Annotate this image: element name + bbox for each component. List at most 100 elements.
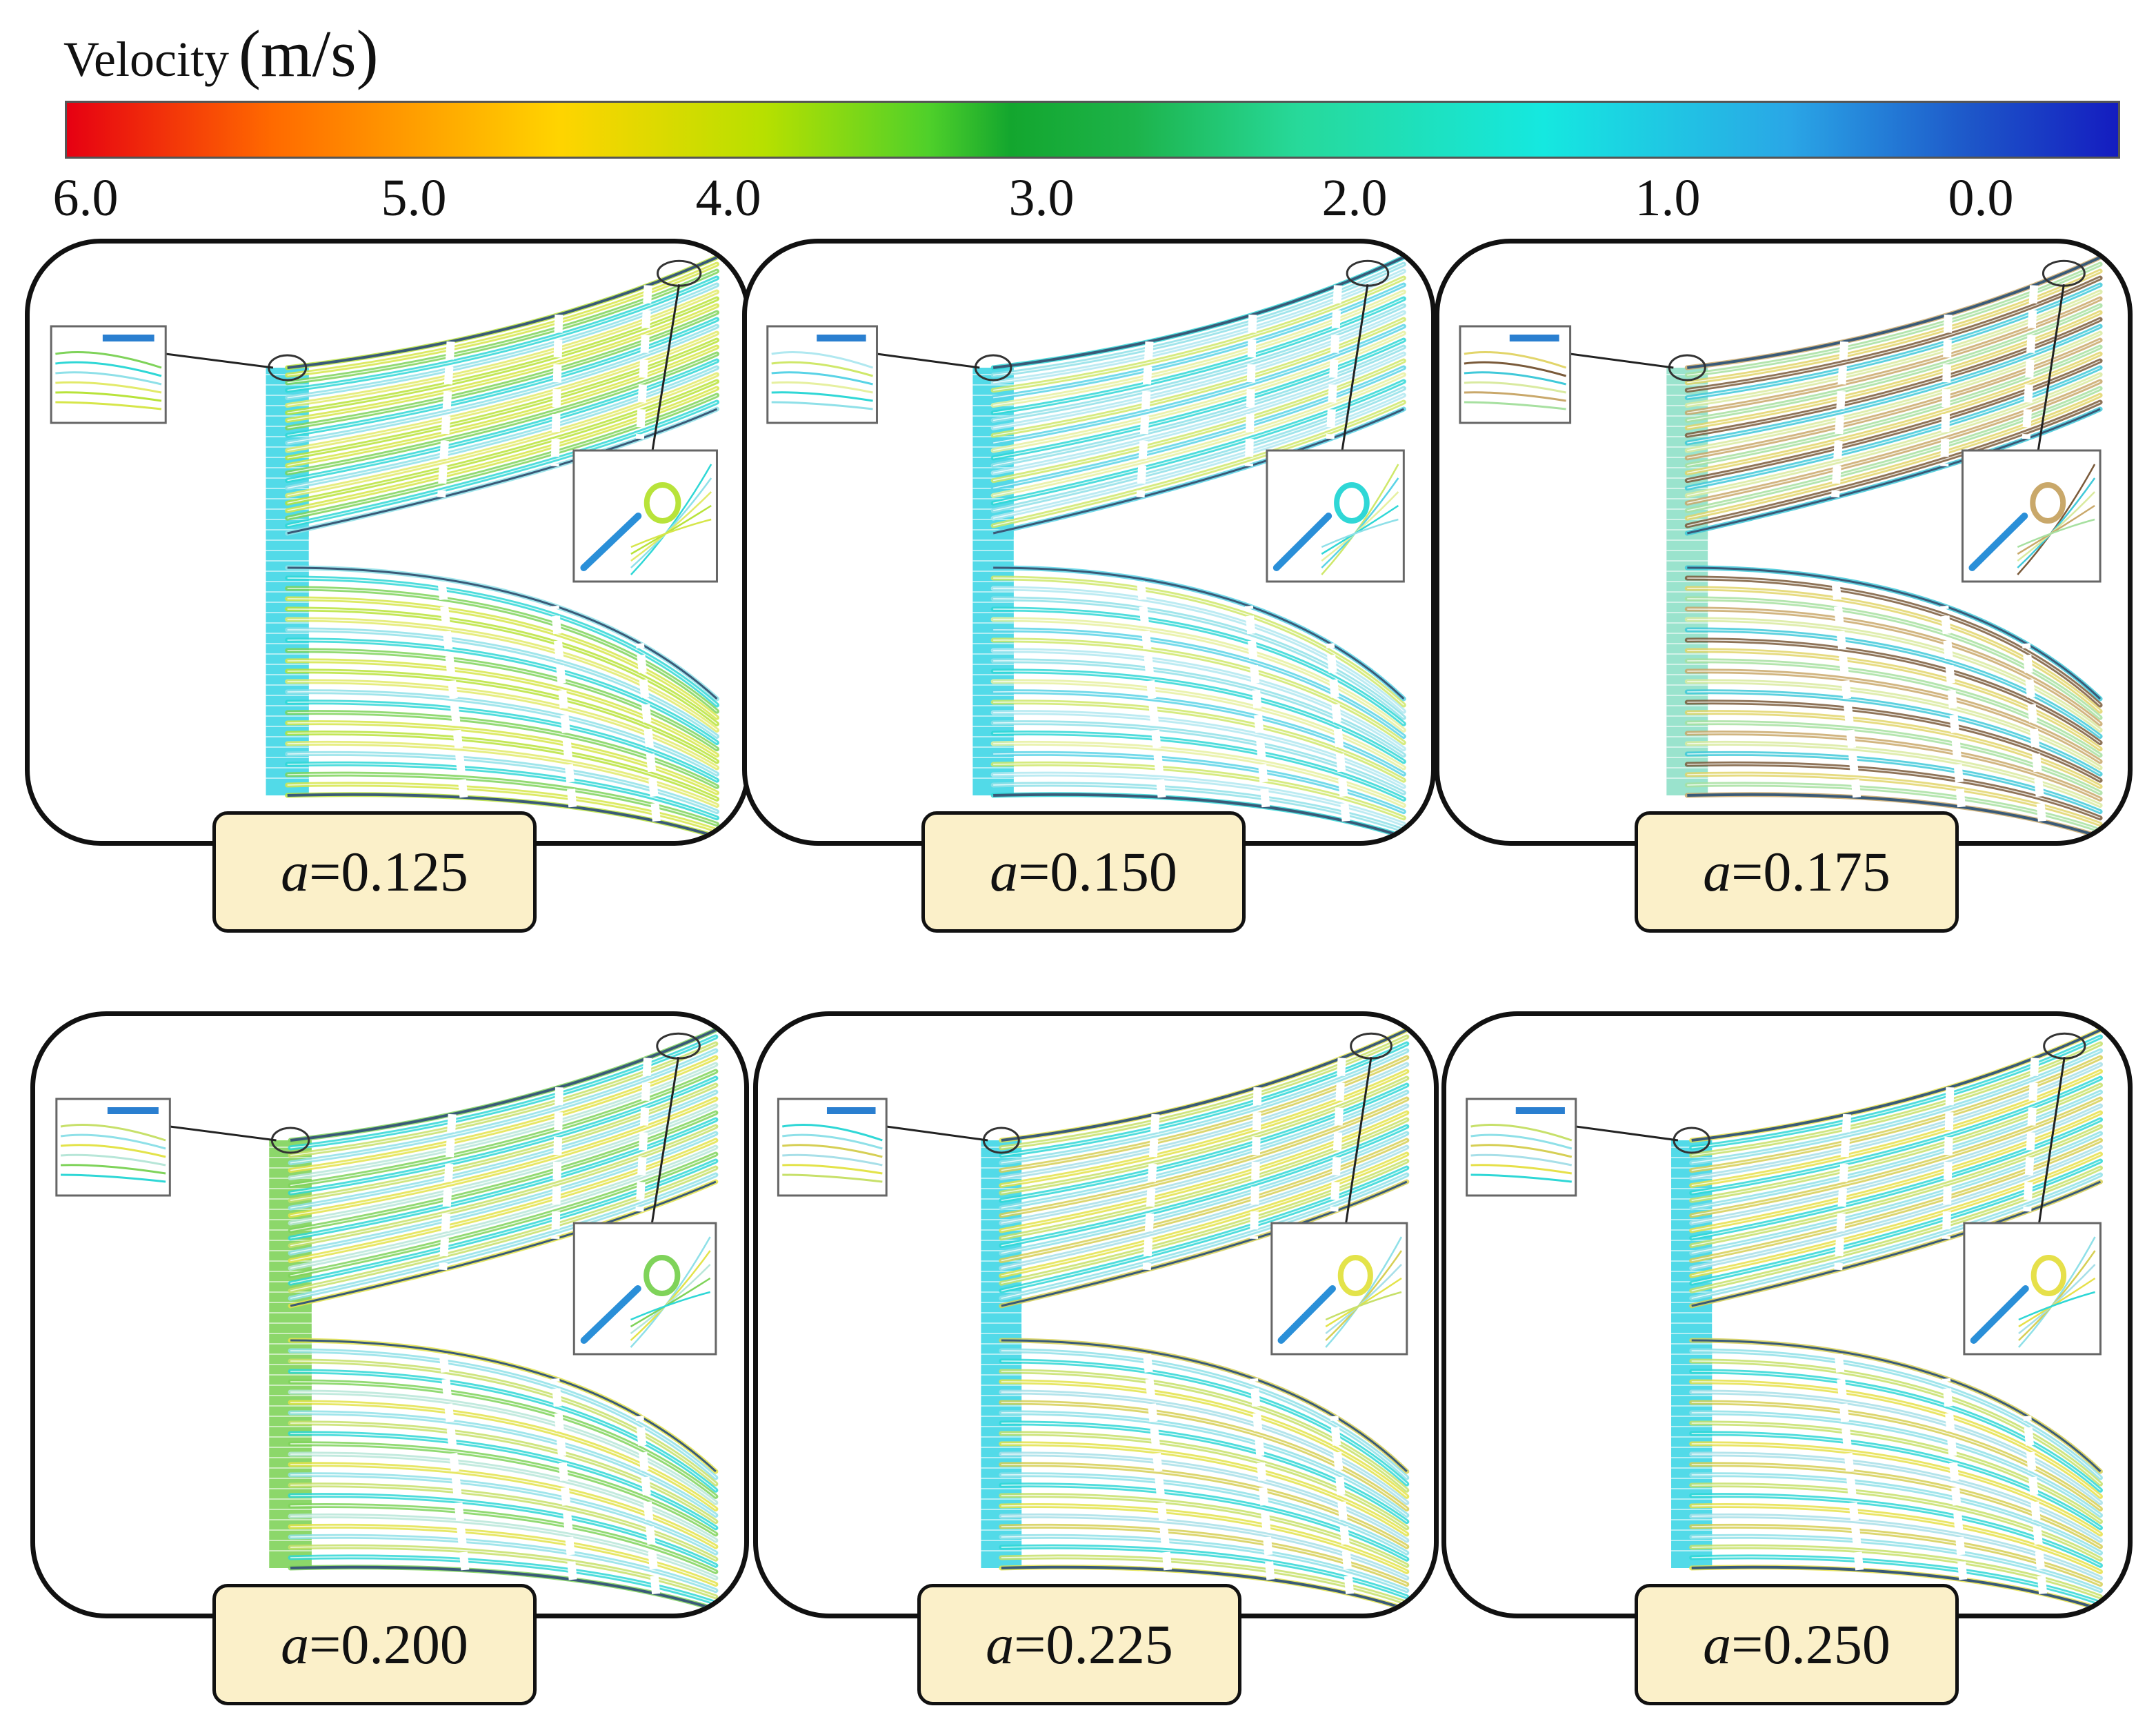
- inset-streamline: [782, 1173, 883, 1183]
- inset-streamline: [2017, 464, 2096, 575]
- upper-branch-streamline-highlight: [290, 1140, 717, 1262]
- lower-branch-streamline-highlight: [1687, 619, 2101, 731]
- upper-branch-streamline-highlight: [1687, 270, 2101, 384]
- lower-branch-streamline-highlight: [1691, 1402, 2101, 1510]
- parameter-value: =0.200: [309, 1613, 468, 1676]
- leader-line: [166, 353, 274, 369]
- inset-wall-segment: [1968, 513, 2028, 571]
- lower-branch-streamline-highlight: [1001, 1454, 1408, 1541]
- streamline-plot: [766, 255, 1406, 840]
- inset-streamline: [55, 401, 162, 410]
- upper-branch-streamline-highlight: [1687, 339, 2101, 459]
- lower-branch-streamline-highlight: [1691, 1464, 2101, 1547]
- inset-streamline: [1464, 381, 1566, 394]
- lower-branch-streamline-highlight: [1691, 1505, 2101, 1573]
- lower-branch-streamline-highlight: [290, 1525, 717, 1585]
- upper-branch-streamline-highlight: [1691, 1036, 2101, 1149]
- lower-branch-streamline-highlight: [993, 773, 1404, 825]
- lower-branch-streamline-highlight: [1691, 1422, 2101, 1522]
- upper-branch-streamline-highlight: [1691, 1153, 2101, 1277]
- inset-streamline: [782, 1144, 883, 1158]
- splitter-notch: [1021, 1309, 1062, 1337]
- lower-branch-streamline-highlight: [1687, 671, 2101, 762]
- upper-branch-streamline-highlight: [1691, 1147, 2101, 1269]
- upper-branch-streamline-highlight: [287, 339, 717, 459]
- upper-branch-streamline-highlight: [1691, 1043, 2101, 1156]
- lower-branch-streamline-highlight: [1687, 588, 2101, 712]
- inset-streamline: [782, 1124, 883, 1142]
- channel-wall: [993, 793, 1404, 838]
- lower-branch-streamline-highlight: [993, 681, 1404, 768]
- inset-streamline: [782, 1153, 883, 1167]
- inset-vortex: [1337, 1255, 1373, 1296]
- streamline-panel: [30, 1011, 749, 1618]
- guide-vane-gap: [1940, 315, 1953, 466]
- leader-line: [877, 353, 980, 369]
- guide-vane-gap: [1326, 285, 1342, 439]
- inset-streamline: [1470, 1133, 1573, 1150]
- lower-branch-streamline-highlight: [1691, 1433, 2101, 1529]
- upper-branch-streamline-highlight: [1691, 1084, 2101, 1202]
- upper-branch-streamline-highlight: [290, 1050, 717, 1164]
- upper-branch-streamline-highlight: [992, 395, 1404, 519]
- channel-wall: [290, 1180, 717, 1307]
- upper-branch-streamline-highlight: [992, 360, 1404, 482]
- inset-streamline: [1464, 371, 1566, 386]
- upper-branch-streamline-highlight: [1001, 1140, 1408, 1262]
- lower-branch-streamline-highlight: [993, 588, 1404, 712]
- lower-branch-streamline-highlight: [1687, 650, 2101, 750]
- lower-branch-streamline-highlight: [287, 732, 717, 800]
- channel-wall: [290, 1029, 717, 1142]
- inset-streamline: [1321, 491, 1399, 562]
- inset-streamline: [1464, 351, 1567, 369]
- lower-branch-streamline-highlight: [1687, 711, 2101, 787]
- channel-wall: [1687, 566, 2102, 700]
- lower-branch-streamline-highlight: [1687, 784, 2101, 831]
- inset-streamline: [60, 1133, 166, 1150]
- channel-wall: [1687, 793, 2101, 838]
- lower-branch-streamline-highlight: [1687, 701, 2101, 781]
- upper-branch-streamline-highlight: [1687, 360, 2101, 482]
- guide-vane-gap: [1940, 605, 1966, 808]
- inset-streamline: [1470, 1153, 1573, 1167]
- upper-branch-streamline-highlight: [287, 326, 717, 444]
- guide-vane-gap: [2022, 285, 2039, 439]
- guide-vane-gap: [635, 1058, 652, 1212]
- upper-branch-streamline-highlight: [1687, 401, 2101, 526]
- lower-branch-streamline-highlight: [290, 1546, 717, 1598]
- inset-streamline: [771, 381, 873, 394]
- guide-vane-gap: [1136, 341, 1154, 498]
- upper-branch-streamline-highlight: [1691, 1140, 2101, 1262]
- upper-branch-streamline-highlight: [287, 284, 717, 399]
- guide-vane-gap: [551, 1087, 563, 1239]
- leader-line: [2037, 284, 2065, 451]
- upper-branch-streamline-highlight: [287, 291, 717, 406]
- inset-streamline: [1325, 1291, 1402, 1321]
- lower-branch-streamline-highlight: [993, 629, 1404, 737]
- guide-vane-gap: [1244, 605, 1270, 808]
- inset-streamline: [2018, 1264, 2096, 1334]
- parameter-value: =0.175: [1731, 840, 1890, 903]
- parameter-value: =0.250: [1731, 1613, 1890, 1676]
- inset-streamline: [2018, 1291, 2095, 1321]
- upper-branch-streamline-highlight: [290, 1043, 717, 1156]
- upper-branch-streamline-highlight: [290, 1057, 717, 1171]
- colorbar-tick-6: 6.0: [52, 169, 119, 227]
- upper-branch-streamline-highlight: [992, 319, 1404, 436]
- streamline-panel: [1435, 239, 2133, 846]
- lower-branch-streamline-highlight: [290, 1494, 717, 1567]
- parameter-label: a =0.175: [1635, 811, 1959, 933]
- streamline-plot: [55, 1027, 719, 1612]
- upper-branch-streamline-highlight: [1687, 374, 2101, 497]
- upper-branch-streamline-highlight: [992, 374, 1404, 497]
- lower-branch-streamline-highlight: [993, 732, 1404, 800]
- inset-streamline: [1325, 1264, 1402, 1334]
- upper-branch-streamline-highlight: [992, 381, 1404, 504]
- lower-branch-streamline-highlight: [993, 598, 1404, 718]
- upper-branch-streamline-highlight: [1687, 319, 2101, 436]
- inset-wall-segment: [1970, 1285, 2029, 1344]
- upper-branch-streamline-highlight: [290, 1112, 717, 1231]
- upper-branch-streamline-highlight: [1001, 1050, 1408, 1164]
- lower-branch-streamline-highlight: [1001, 1546, 1408, 1598]
- upper-branch-streamline-highlight: [1691, 1119, 2101, 1239]
